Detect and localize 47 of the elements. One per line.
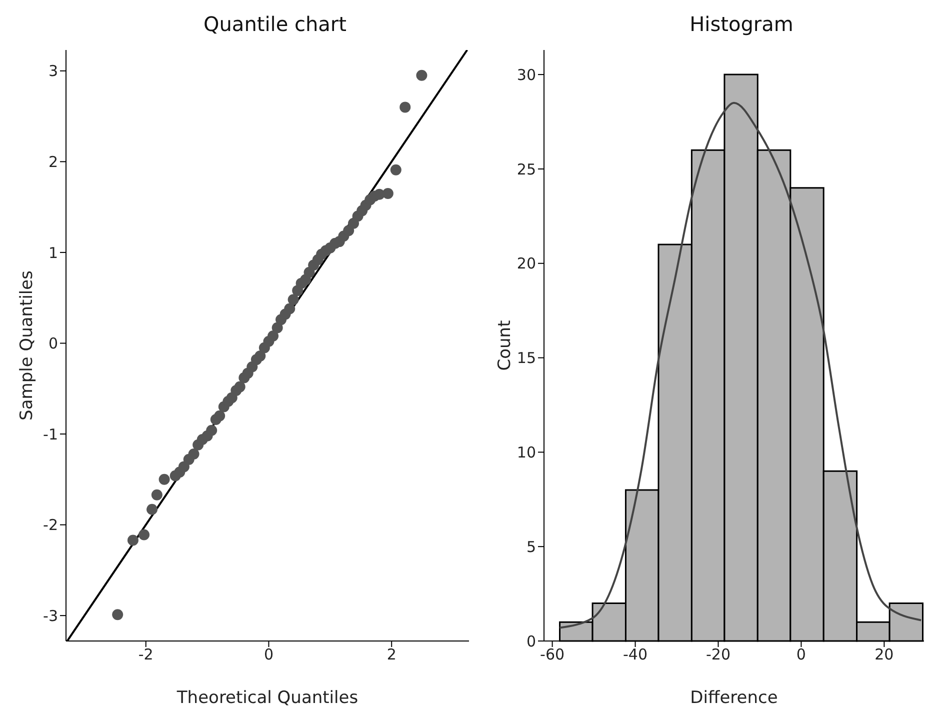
y-tick-label: 0 <box>48 334 58 353</box>
y-tick-label: 2 <box>48 152 58 171</box>
point <box>382 188 394 199</box>
point <box>146 504 158 515</box>
point <box>158 474 170 485</box>
point <box>416 70 428 81</box>
x-tick-label: 0 <box>796 646 806 664</box>
y-tick-label: 25 <box>516 160 536 178</box>
point <box>214 410 226 422</box>
x-axis-title: Difference <box>690 688 778 708</box>
y-tick-label: -1 <box>43 425 58 444</box>
y-tick-label: 0 <box>526 632 536 650</box>
y-tick-label: -3 <box>43 606 58 625</box>
point <box>254 350 266 362</box>
point <box>272 322 283 334</box>
y-tick-label: -2 <box>43 516 58 534</box>
point <box>206 424 218 436</box>
point <box>284 303 296 314</box>
y-tick-label: 10 <box>516 444 536 462</box>
y-axis-title: Count <box>495 320 516 371</box>
x-axis-title: Theoretical Quantiles <box>176 688 358 708</box>
x-tick-label: -60 <box>540 646 565 664</box>
point <box>112 609 124 620</box>
x-tick-label: -2 <box>138 646 154 664</box>
point <box>138 529 150 540</box>
y-tick-label: 15 <box>516 349 536 368</box>
point <box>400 102 411 113</box>
y-axis-title: Sample Quantiles <box>17 270 38 420</box>
point <box>188 448 200 460</box>
chart-title: Quantile chart <box>202 12 348 36</box>
x-tick-label: -40 <box>623 646 648 664</box>
point <box>288 294 299 306</box>
point <box>268 330 279 342</box>
y-tick-label: 30 <box>516 66 536 84</box>
point <box>127 534 138 546</box>
chart-title: Histogram <box>688 12 794 36</box>
y-tick-label: 3 <box>48 62 58 80</box>
x-tick-label: 20 <box>874 646 894 664</box>
x-tick-label: -20 <box>706 646 730 664</box>
point <box>390 164 402 176</box>
point <box>234 381 246 392</box>
x-tick-label: 0 <box>264 646 274 664</box>
y-tick-label: 20 <box>516 254 536 273</box>
x-tick-label: 2 <box>386 646 396 664</box>
y-tick-label: 5 <box>526 538 536 556</box>
point <box>151 489 162 500</box>
y-tick-label: 1 <box>48 244 58 262</box>
